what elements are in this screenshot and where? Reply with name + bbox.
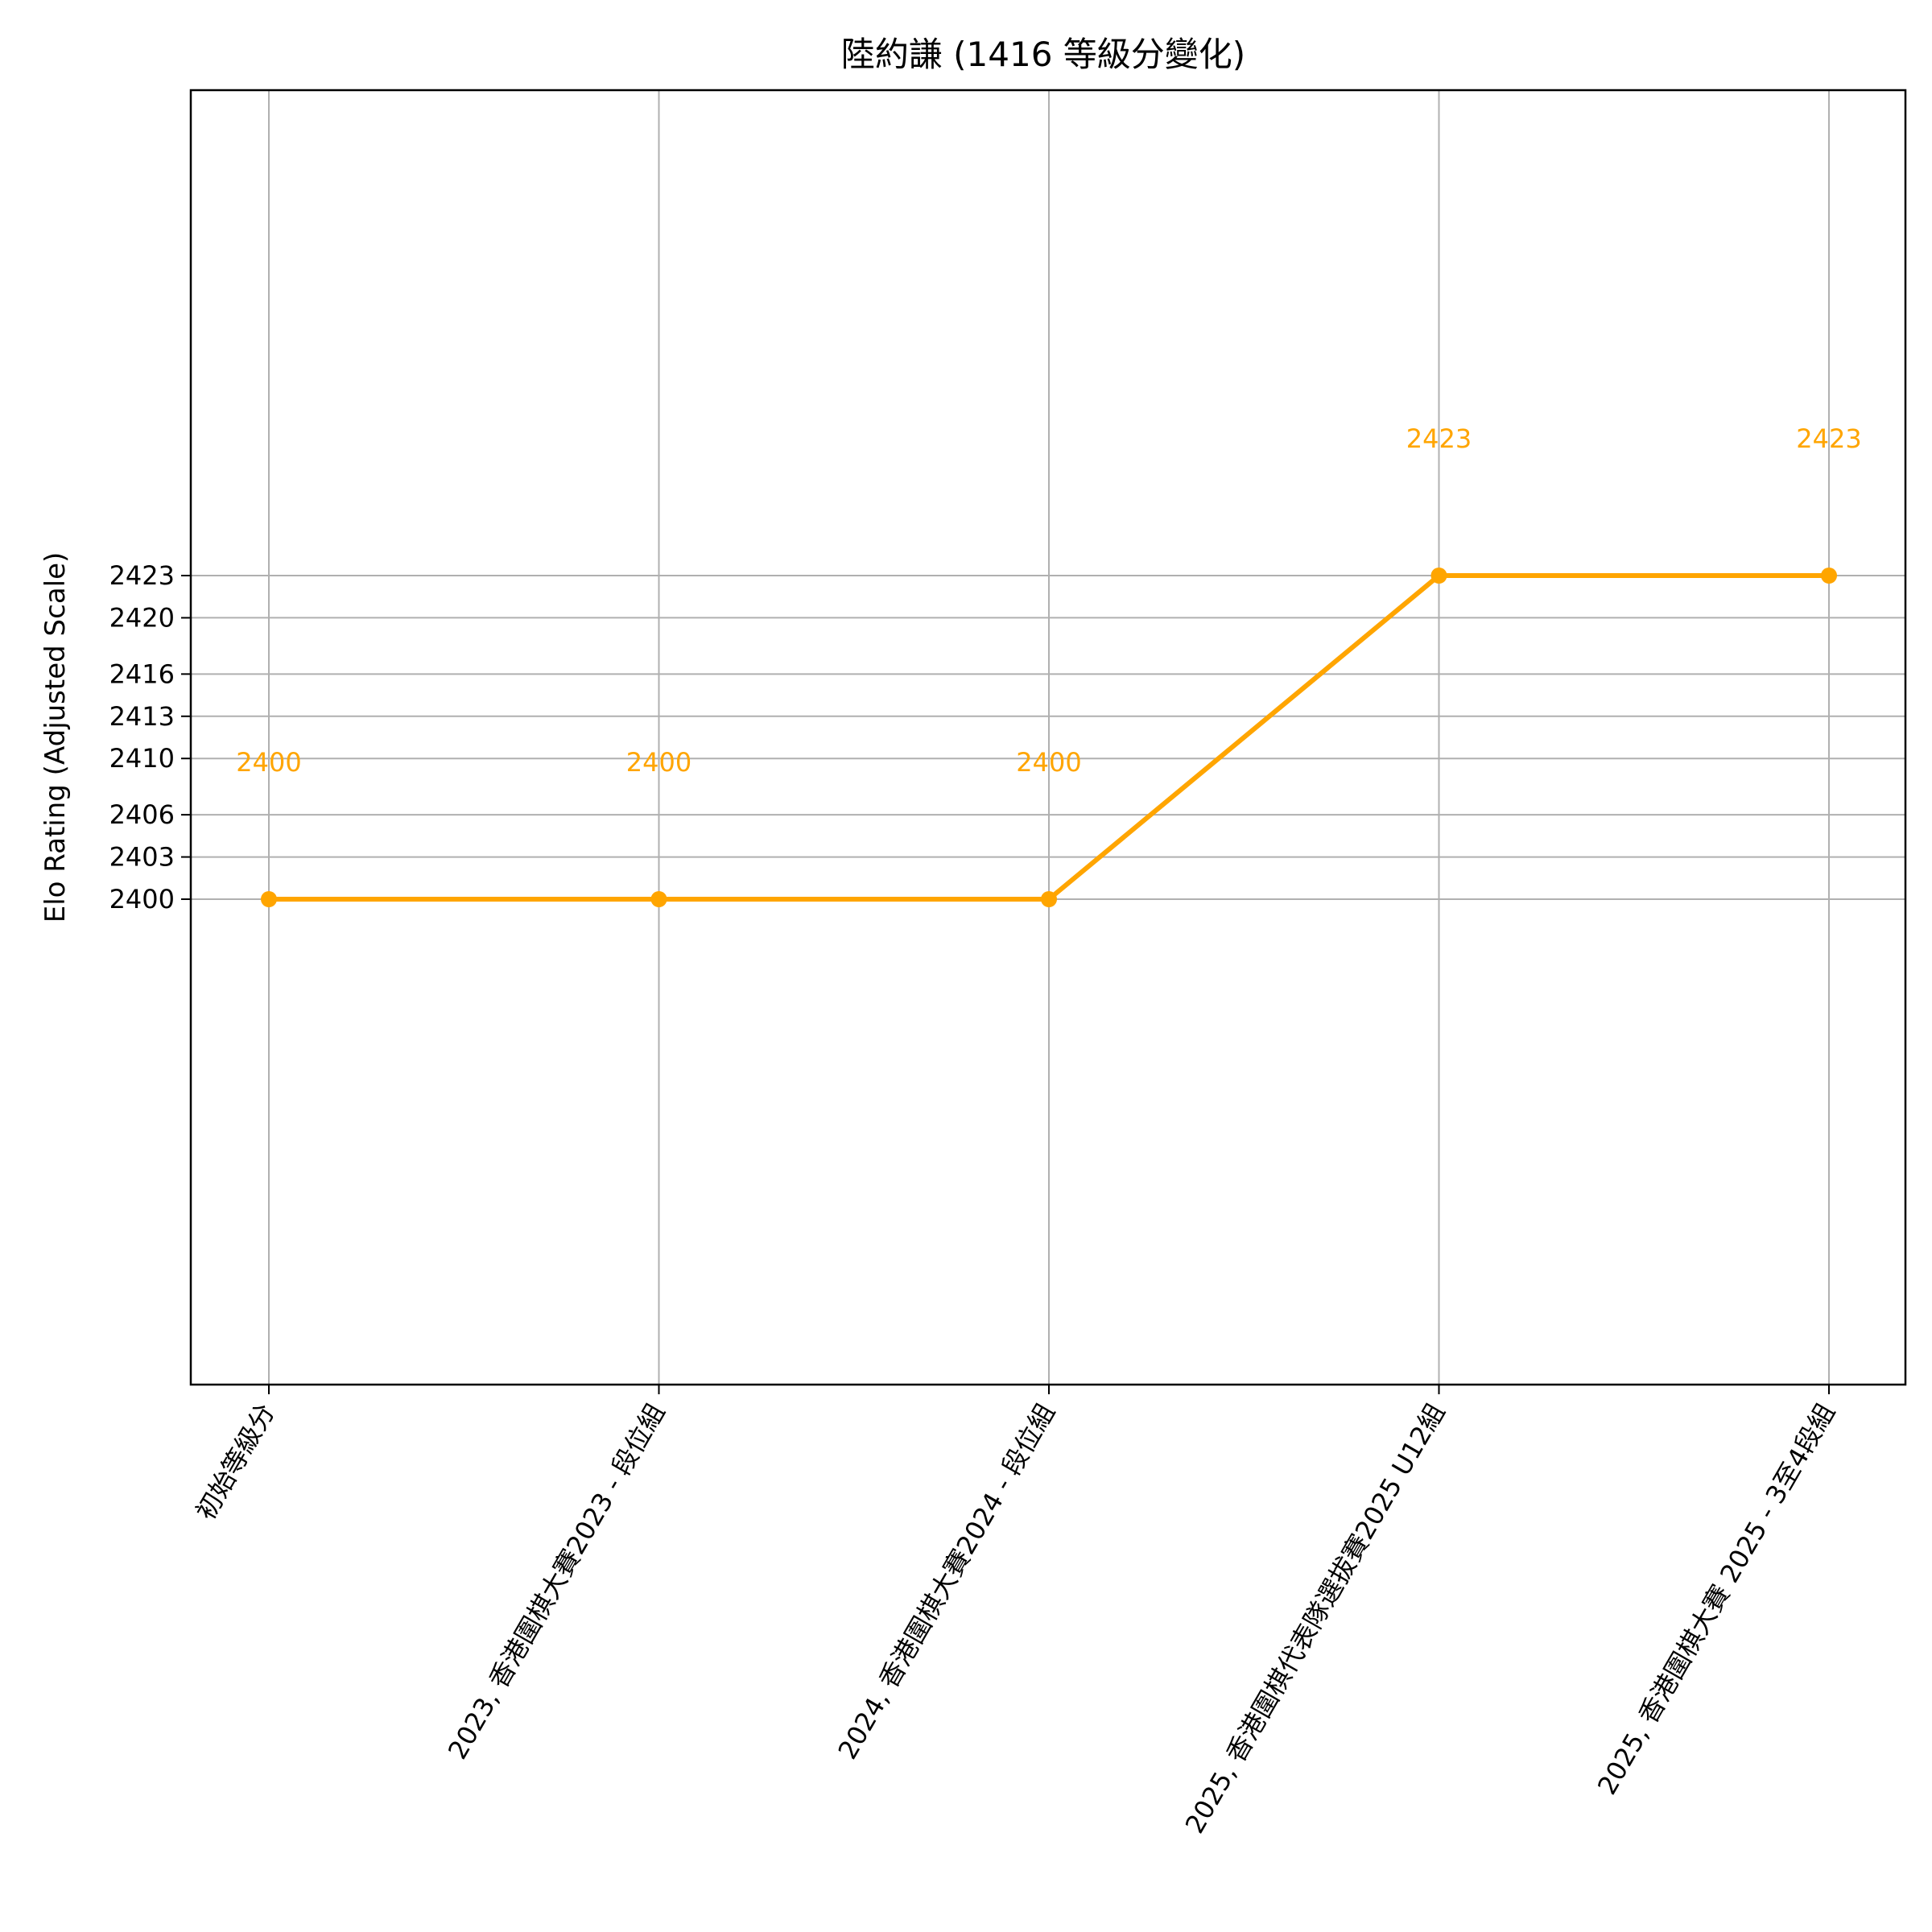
y-tick-label: 2410	[109, 743, 175, 774]
data-label: 2400	[626, 747, 691, 778]
y-tick-label: 2416	[109, 658, 175, 689]
y-tick-label: 2420	[109, 602, 175, 633]
data-label: 2423	[1406, 423, 1472, 454]
data-label: 2423	[1796, 423, 1861, 454]
y-tick-label: 2403	[109, 842, 175, 873]
y-axis-label: Elo Rating (Adjusted Scale)	[39, 552, 72, 923]
data-point	[261, 891, 277, 907]
y-tick-label: 2413	[109, 701, 175, 732]
grid-layer	[191, 90, 1905, 1385]
chart-title: 陸約謙 (1416 等級分變化)	[841, 35, 1245, 74]
data-point	[1430, 568, 1447, 584]
x-tick-label: 2023, 香港圍棋大賽2023 - 段位組	[442, 1398, 671, 1765]
data-point	[1821, 568, 1837, 584]
y-axis: 2400 2403 2406 2410 2413 2416 2420 2423	[109, 560, 191, 914]
series-layer	[261, 568, 1837, 907]
y-tick-label: 2423	[109, 560, 175, 591]
data-point	[1041, 891, 1057, 907]
y-tick-label: 2406	[109, 799, 175, 830]
x-tick-label: 初始等級分	[190, 1398, 281, 1525]
data-point	[650, 891, 667, 907]
x-tick-label: 2025, 香港圍棋大賽 2025 - 3至4段組	[1591, 1398, 1841, 1800]
x-tick-label: 2024, 香港圍棋大賽2024 - 段位組	[832, 1398, 1060, 1765]
y-tick-label: 2400	[109, 884, 175, 914]
x-tick-label: 2025, 香港圍棋代表隊選拔賽2025 U12組	[1179, 1398, 1451, 1839]
data-label: 2400	[236, 747, 301, 778]
x-axis: 初始等級分 2023, 香港圍棋大賽2023 - 段位組 2024, 香港圍棋大賽2…	[190, 1385, 1841, 1839]
data-label-layer: 2400 2400 2400 2423 2423	[236, 423, 1861, 778]
data-label: 2400	[1016, 747, 1081, 778]
